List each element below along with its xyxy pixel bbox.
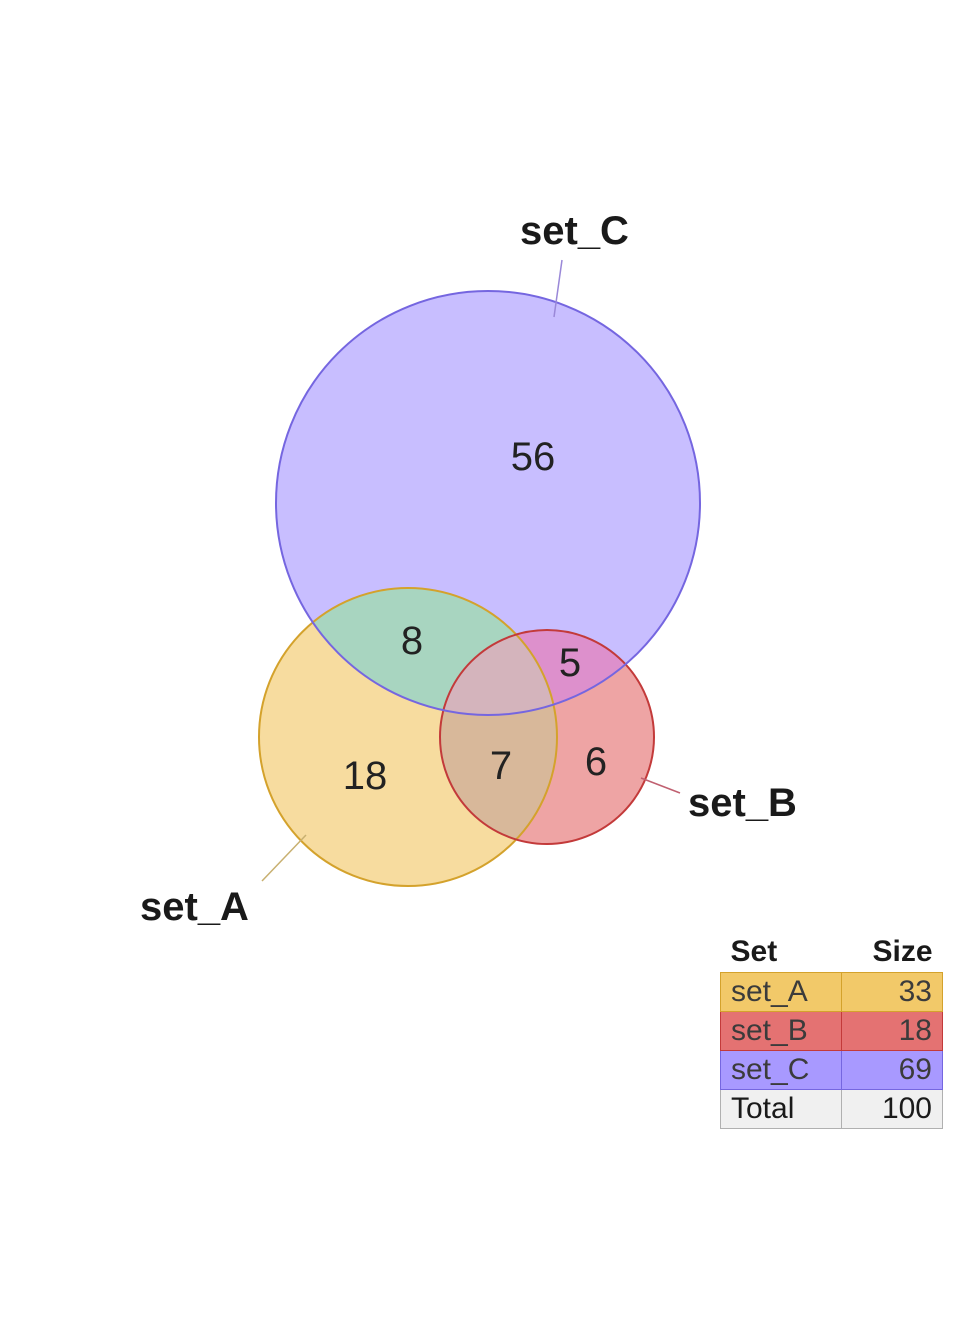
- set-c-outline: [275, 290, 701, 716]
- set-b-leader-line: [640, 777, 681, 794]
- region-a-b-count: 7: [490, 744, 512, 788]
- region-a-only-count: 18: [343, 754, 388, 798]
- table-row: set_A 33: [720, 972, 943, 1012]
- set-a-leader-line: [261, 834, 307, 882]
- table-header-row: Set Size: [721, 932, 943, 973]
- table-row: set_C 69: [720, 1050, 943, 1090]
- set-b-outline: [439, 629, 655, 845]
- overlap-a-b-c-region: [440, 630, 557, 715]
- table-cell-set-size: 33: [841, 972, 943, 1012]
- set-c-label: set_C: [520, 209, 629, 253]
- table-cell-set-name: set_B: [720, 1011, 842, 1051]
- table-cell-total-label: Total: [720, 1089, 842, 1129]
- region-b-only-count: 6: [585, 740, 607, 784]
- region-b-c-count: 5: [559, 641, 581, 685]
- table-cell-total-size: 100: [841, 1089, 943, 1129]
- table-cell-set-name: set_C: [720, 1050, 842, 1090]
- table-cell-set-size: 69: [841, 1050, 943, 1090]
- size-column-header: Size: [872, 935, 933, 968]
- set-b-label: set_B: [688, 781, 797, 825]
- set-size-table: Set Size set_A 33 set_B 18 set_C 69 Tota…: [720, 932, 943, 1129]
- table-row: set_B 18: [720, 1011, 943, 1051]
- set-column-header: Set: [730, 935, 778, 968]
- table-cell-set-size: 18: [841, 1011, 943, 1051]
- table-row-total: Total 100: [720, 1089, 943, 1129]
- set-a-outline: [258, 587, 558, 887]
- set-c-leader-line: [553, 259, 563, 318]
- region-a-c-count: 8: [401, 619, 423, 663]
- region-c-only-count: 56: [511, 435, 556, 479]
- set-a-label: set_A: [140, 885, 249, 929]
- table-cell-set-name: set_A: [720, 972, 842, 1012]
